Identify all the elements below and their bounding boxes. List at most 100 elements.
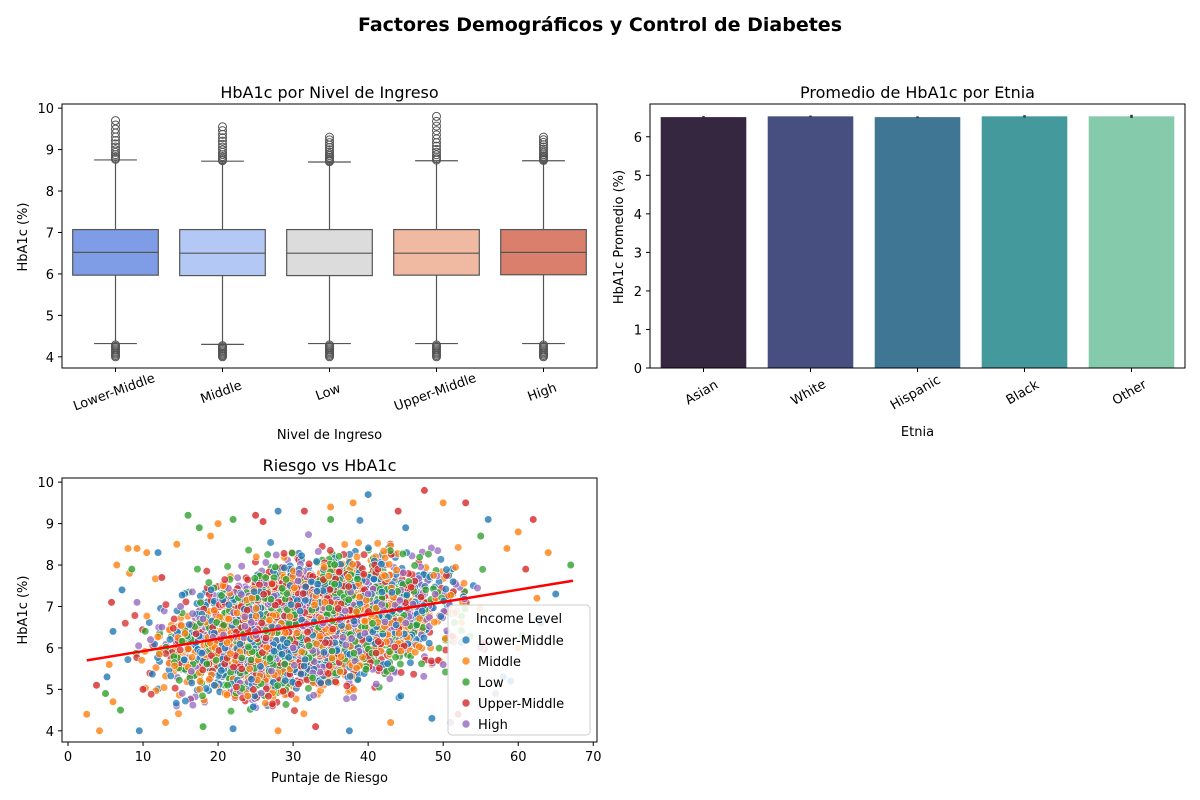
box-flier [218,136,227,146]
box-flier [539,352,548,362]
x-tick-label: Other [1110,377,1150,409]
box-middle [179,228,266,277]
y-tick-label: 10 [37,102,54,117]
scatter-point [349,693,358,702]
scatter-point [314,547,323,556]
box-flier [111,139,120,149]
scatter-point [229,663,238,672]
scatter-point [204,578,213,587]
y-tick-label: 4 [46,351,54,366]
scatter-point [261,573,270,582]
box-flier [432,126,441,136]
y-tick-label: 6 [46,642,54,657]
scatter-ylabel: HbA1c (%) [16,576,31,645]
bar-other [1088,116,1175,368]
y-tick-label: 6 [634,131,642,146]
box-flier [218,133,227,143]
scatter-point [473,583,482,593]
scatter-point [299,709,308,718]
scatter-point [392,565,401,575]
bar-black [981,116,1068,368]
barchart-frame [649,103,1186,369]
y-tick-label: 6 [46,268,54,283]
scatter-point [178,689,187,698]
x-tick-label: High [526,381,559,405]
scatter-point [188,701,197,710]
boxplot-panel: HbA1c por Nivel de Ingreso Nivel de Ingr… [16,83,598,443]
box-flier [218,142,227,152]
box-flier [432,130,441,140]
box-flier [218,145,227,155]
scatter-point [123,655,133,664]
scatter-point [309,691,318,700]
scatter-point [349,685,358,694]
scatter-point [159,683,169,692]
bar-hispanic [874,117,961,368]
barchart-panel: Promedio de HbA1c por Etnia Etnia HbA1c … [612,83,1186,440]
scatter-point [304,559,314,569]
scatter-point [431,590,440,599]
scatter-point [304,684,313,693]
scatter-point [193,565,202,574]
scatter-point [226,707,236,716]
x-tick-label: Low [314,381,344,404]
scatter-point [324,669,333,678]
scatter-point [279,687,288,696]
y-tick-label: 8 [46,559,54,574]
scatter-point [246,655,256,665]
boxplot-xlabel: Nivel de Ingreso [277,428,382,443]
scatter-point [165,635,175,644]
scatter-point [130,611,139,620]
scatter-point [170,661,179,670]
scatter-point [141,627,150,636]
scatter-point [181,597,191,606]
x-tick-label: Hispanic [888,373,943,414]
box-flier [111,145,120,155]
scatter-points [82,486,575,735]
scatter-point [352,552,362,561]
boxplot-frame [61,103,598,369]
scatter-point [385,674,394,683]
box-flier [218,139,227,149]
x-tick-label: 70 [585,750,602,765]
barchart-ylabel: HbA1c Promedio (%) [612,170,627,304]
scatter-point [442,565,451,574]
scatter-point [385,647,394,656]
scatter-point [121,619,130,628]
scatter-point [261,699,270,708]
scatter-point [137,656,146,665]
scatter-point [360,629,370,638]
y-tick-label: 5 [46,683,54,698]
box-flier [218,126,227,136]
y-tick-label: 5 [46,309,54,324]
scatter-point [297,551,306,560]
box-flier [539,137,548,147]
scatter-point [196,598,205,607]
box-flier [325,132,334,142]
y-tick-label: 9 [46,144,54,159]
scatter-point [252,552,261,562]
scatter-point [153,632,162,642]
scatter-point [233,573,242,582]
x-tick-label: Upper-Middle [392,371,478,415]
scatter-point [399,568,408,577]
box-flier [432,141,441,151]
scatter-point [396,668,406,677]
scatter-point [427,656,436,666]
scatter-point [290,706,299,715]
scatter-point [188,609,197,618]
scatter-point [171,684,180,693]
scatter-point [266,538,275,547]
x-tick-label: Asian [683,378,721,409]
box-flier [111,352,120,362]
box-flier [325,145,334,155]
scatter-point [268,699,277,708]
scatter-point [373,539,382,548]
x-tick-label: 20 [210,750,227,765]
figure-title: Factores Demográficos y Control de Diabe… [357,14,843,36]
scatter-point [441,585,450,594]
boxplot-ylabel: HbA1c (%) [16,203,31,272]
scatter-point [396,691,405,701]
box-flier [539,135,548,145]
scatter-point [181,696,190,706]
